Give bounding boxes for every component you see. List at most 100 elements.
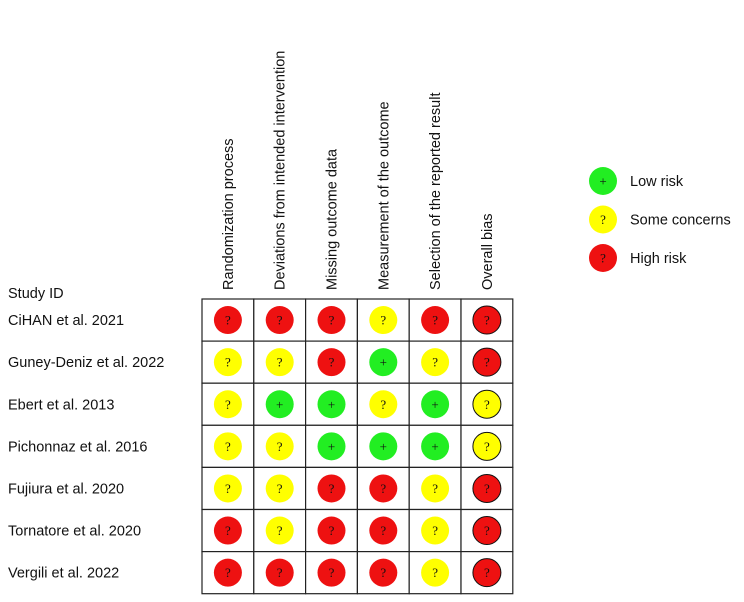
rating-symbol: + bbox=[380, 439, 387, 454]
row-labels: CiHAN et al. 2021 Guney-Deniz et al. 2022… bbox=[8, 313, 164, 582]
rating-symbol: ? bbox=[225, 481, 231, 496]
rating-symbol: ? bbox=[380, 397, 386, 412]
study-label: CiHAN et al. 2021 bbox=[8, 313, 124, 329]
rating-high-circle bbox=[317, 516, 346, 545]
rating-symbol: ? bbox=[484, 523, 490, 538]
rating-symbol: ? bbox=[329, 313, 335, 328]
legend-symbol: ? bbox=[600, 212, 606, 227]
rating-some-circle bbox=[213, 474, 242, 503]
rating-some-circle bbox=[213, 390, 242, 419]
rating-low-circle bbox=[421, 390, 450, 419]
rating-some-circle bbox=[213, 348, 242, 377]
rating-low-circle bbox=[317, 390, 346, 419]
rating-some-circle bbox=[213, 432, 242, 461]
rating-symbol: ? bbox=[484, 439, 490, 454]
legend-high-label: High risk bbox=[630, 251, 687, 267]
rating-high-circle bbox=[472, 305, 502, 335]
rating-symbol: ? bbox=[484, 565, 490, 580]
rating-symbol: ? bbox=[380, 313, 386, 328]
rating-high-circle bbox=[317, 348, 346, 377]
rating-symbol: + bbox=[431, 397, 438, 412]
rating-high-circle bbox=[213, 558, 242, 587]
grid-cell bbox=[408, 550, 462, 595]
rating-symbol: ? bbox=[225, 355, 231, 370]
grid-cell bbox=[305, 508, 359, 553]
column-header: Overall bias bbox=[480, 213, 496, 290]
column-headers: Randomization process Deviations from int… bbox=[221, 51, 496, 290]
column-header: Selection of the reported result bbox=[428, 93, 444, 290]
study-label: Tornatore et al. 2020 bbox=[8, 524, 141, 540]
rating-symbol: ? bbox=[329, 565, 335, 580]
rating-symbol: + bbox=[431, 439, 438, 454]
rating-symbol: ? bbox=[329, 481, 335, 496]
rating-high-circle bbox=[265, 558, 294, 587]
legend-some-label: Some concerns bbox=[630, 213, 731, 229]
rating-some-circle bbox=[421, 516, 450, 545]
rating-some-circle bbox=[265, 474, 294, 503]
study-label: Vergili et al. 2022 bbox=[8, 566, 119, 582]
rating-high-circle bbox=[317, 306, 346, 335]
rating-low-circle bbox=[317, 432, 346, 461]
rating-symbol: + bbox=[276, 397, 283, 412]
column-header: Measurement of the outcome bbox=[376, 101, 392, 290]
rating-some-circle bbox=[472, 389, 502, 419]
rating-symbol: ? bbox=[277, 313, 283, 328]
rating-some-circle bbox=[472, 431, 502, 461]
rating-symbol: ? bbox=[380, 565, 386, 580]
rating-symbol: ? bbox=[277, 439, 283, 454]
legend-symbol: + bbox=[599, 174, 606, 189]
rating-some-circle bbox=[369, 390, 398, 419]
rating-symbol: ? bbox=[225, 439, 231, 454]
rating-symbol: ? bbox=[432, 481, 438, 496]
rating-some-circle bbox=[421, 348, 450, 377]
study-label: Ebert et al. 2013 bbox=[8, 397, 114, 413]
rating-some-circle bbox=[421, 474, 450, 503]
rating-low-circle bbox=[265, 390, 294, 419]
rating-symbol: ? bbox=[432, 355, 438, 370]
rating-symbol: ? bbox=[484, 397, 490, 412]
legend-symbol: ? bbox=[600, 251, 606, 266]
rating-symbol: ? bbox=[225, 523, 231, 538]
legend-low-swatch bbox=[589, 167, 617, 195]
rating-high-circle bbox=[369, 474, 398, 503]
study-label: Guney-Deniz et al. 2022 bbox=[8, 355, 164, 371]
rating-symbol: ? bbox=[380, 523, 386, 538]
column-header: Missing outcome data bbox=[325, 148, 341, 290]
rating-some-circle bbox=[265, 432, 294, 461]
rating-symbol: ? bbox=[484, 313, 490, 328]
rating-high-circle bbox=[472, 473, 502, 503]
legend-high-swatch bbox=[589, 244, 617, 272]
rating-symbol: + bbox=[380, 355, 387, 370]
rating-some-circle bbox=[265, 516, 294, 545]
rating-high-circle bbox=[369, 558, 398, 587]
grid-cell bbox=[201, 550, 255, 595]
rating-symbol: ? bbox=[432, 565, 438, 580]
rating-grid: ????????? +??? + +? +??? + + +?????????????????… bbox=[201, 298, 514, 595]
rating-symbol: ? bbox=[432, 313, 438, 328]
rating-symbol: ? bbox=[277, 355, 283, 370]
column-header: Deviations from intended intervention bbox=[273, 51, 289, 290]
rating-symbol: ? bbox=[225, 313, 231, 328]
row-header-label: Study ID bbox=[8, 286, 64, 302]
study-label: Pichonnaz et al. 2016 bbox=[8, 439, 147, 455]
column-header: Randomization process bbox=[221, 138, 237, 290]
rating-symbol: ? bbox=[432, 523, 438, 538]
rating-some-circle bbox=[421, 558, 450, 587]
rating-low-circle bbox=[369, 432, 398, 461]
legend: + Low risk? Some concerns? High risk bbox=[589, 167, 731, 272]
rating-symbol: ? bbox=[225, 565, 231, 580]
rating-symbol: + bbox=[328, 397, 335, 412]
rating-symbol: ? bbox=[277, 481, 283, 496]
rating-high-circle bbox=[472, 347, 502, 377]
rating-symbol: ? bbox=[225, 397, 231, 412]
rating-high-circle bbox=[213, 306, 242, 335]
rating-high-circle bbox=[317, 558, 346, 587]
rating-high-circle bbox=[265, 306, 294, 335]
rating-symbol: ? bbox=[329, 355, 335, 370]
rating-high-circle bbox=[421, 306, 450, 335]
rating-symbol: + bbox=[328, 439, 335, 454]
rating-high-circle bbox=[472, 558, 502, 588]
rating-symbol: ? bbox=[277, 565, 283, 580]
rating-low-circle bbox=[369, 348, 398, 377]
